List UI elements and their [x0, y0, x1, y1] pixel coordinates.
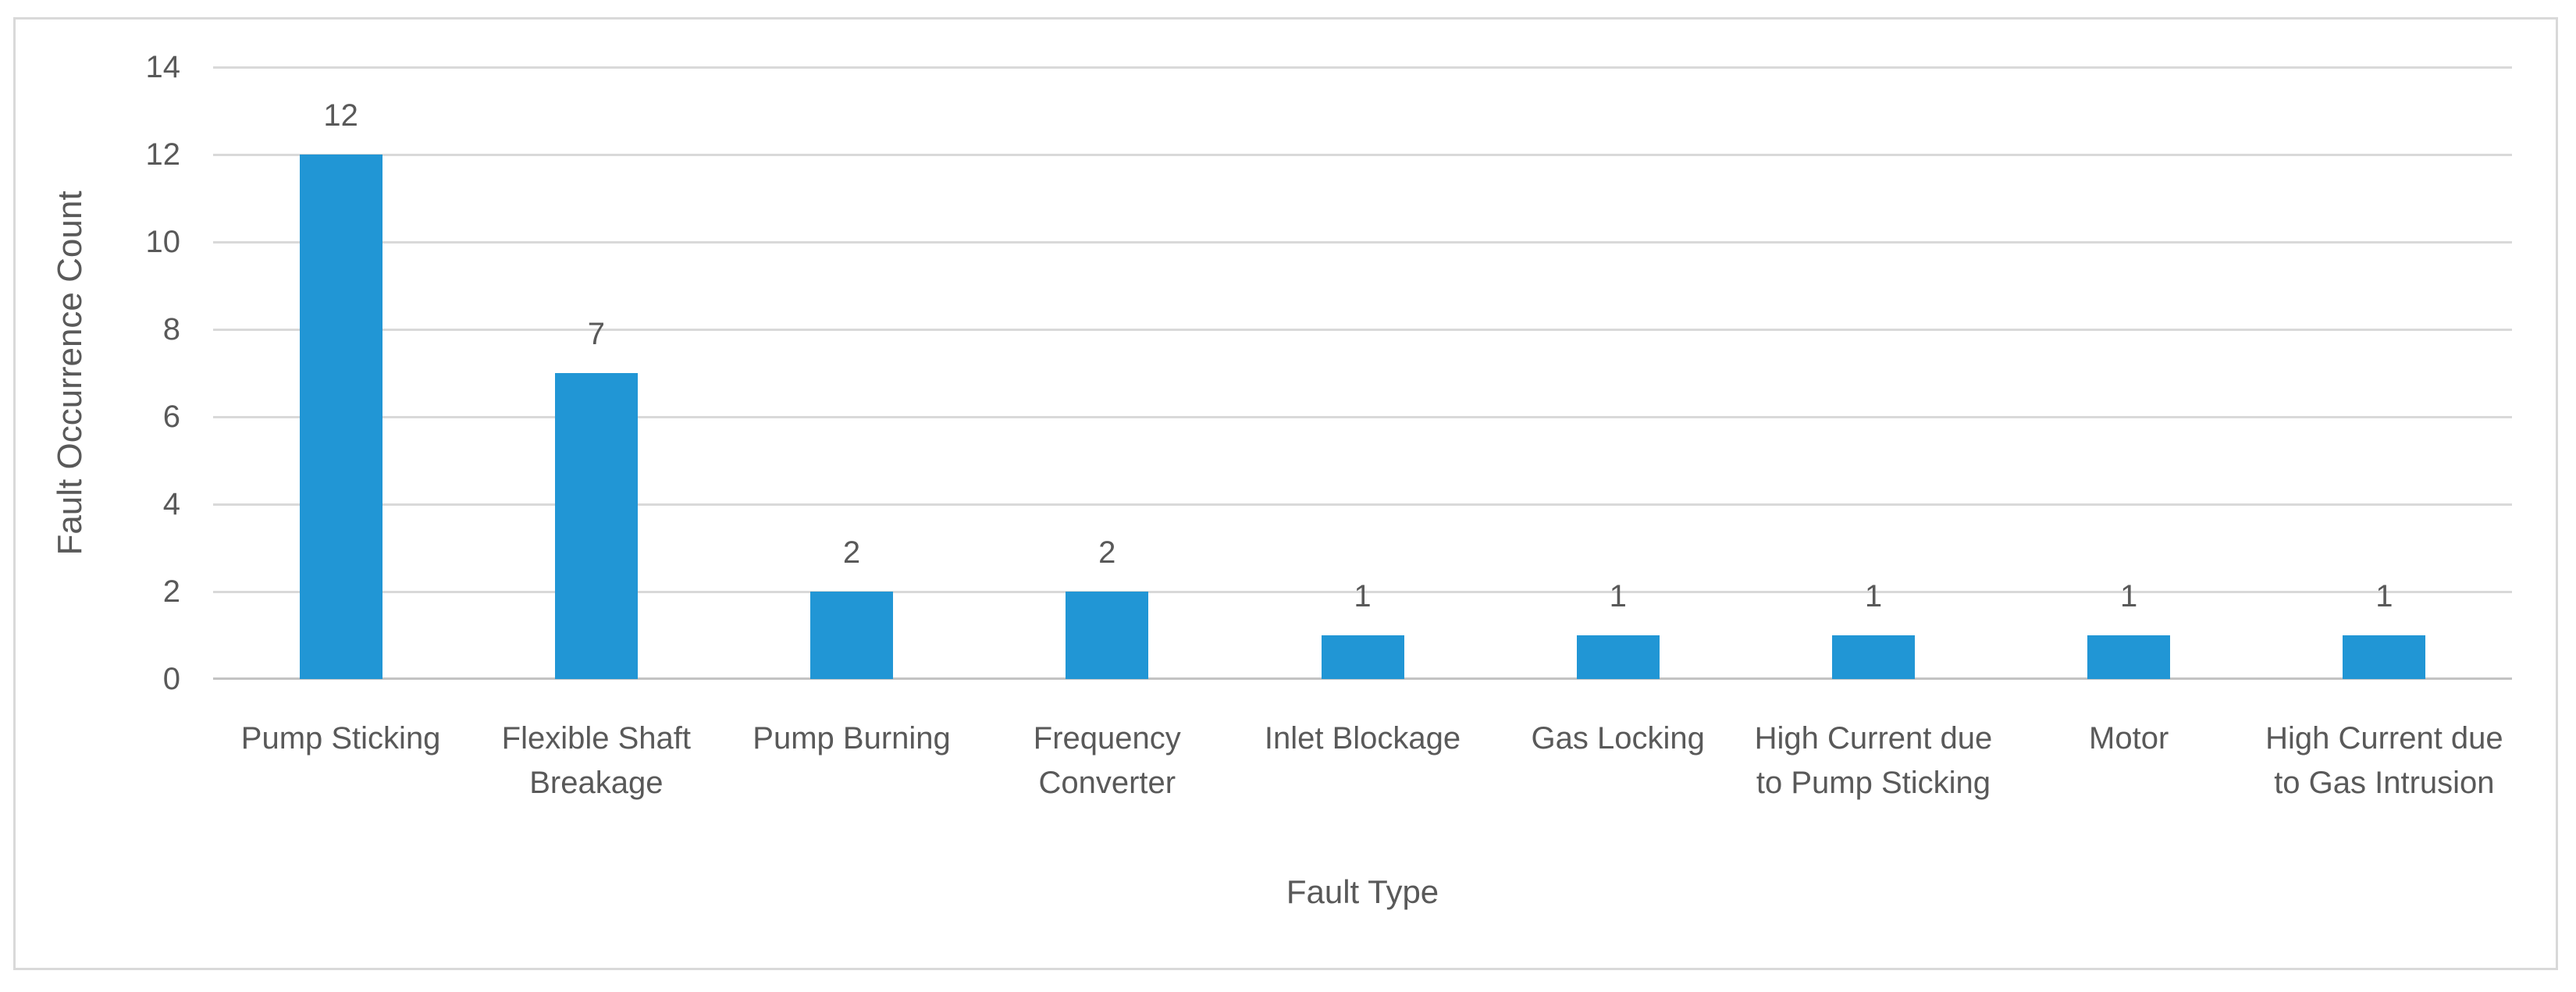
- y-axis-tick-label: 6: [162, 400, 180, 434]
- bar: [1321, 635, 1404, 679]
- bar: [1576, 635, 1660, 679]
- gridline: [213, 329, 2512, 331]
- x-axis-category-label: Frequency Converter: [1033, 721, 1181, 800]
- bar: [1066, 592, 1149, 679]
- bar-data-label: 1: [1609, 579, 1627, 613]
- x-axis-category-label: Flexible Shaft Breakage: [501, 721, 691, 800]
- bar: [2087, 635, 2171, 679]
- x-axis-category-label: Inlet Blockage: [1264, 721, 1461, 756]
- bar: [299, 155, 382, 679]
- gridline: [213, 66, 2512, 69]
- y-axis-tick-label: 14: [145, 50, 181, 84]
- gridline: [213, 416, 2512, 418]
- y-axis-tick-label: 0: [162, 662, 180, 696]
- bar-data-label: 1: [2120, 579, 2138, 613]
- gridline: [213, 154, 2512, 156]
- gridline: [213, 591, 2512, 593]
- y-axis-tick-label: 10: [145, 225, 181, 259]
- bar: [1831, 635, 1915, 679]
- gridline: [213, 241, 2512, 244]
- bar-data-label: 1: [1864, 579, 1883, 613]
- bar: [810, 592, 894, 679]
- bar-data-label: 1: [2375, 579, 2393, 613]
- bar: [554, 373, 638, 679]
- x-axis-category-label: Pump Burning: [753, 721, 951, 756]
- x-axis-category-label: Motor: [2089, 721, 2169, 756]
- x-axis-category-label: High Current due to Pump Sticking: [1754, 721, 1993, 800]
- y-axis-tick-label: 4: [162, 487, 180, 521]
- bar-data-label: 1: [1354, 579, 1372, 613]
- y-axis-tick-label: 12: [145, 137, 181, 172]
- gridline: [213, 503, 2512, 506]
- y-axis-tick-label: 8: [162, 312, 180, 347]
- bar-data-label: 7: [587, 317, 605, 351]
- x-axis-title: Fault Type: [1286, 873, 1439, 910]
- bar-data-label: 2: [842, 535, 861, 570]
- x-axis-category-label: High Current due to Gas Intrusion: [2265, 721, 2503, 800]
- bar: [2343, 635, 2426, 679]
- bar-data-label: 2: [1098, 535, 1116, 570]
- bar-data-label: 12: [323, 98, 358, 133]
- x-axis-category-label: Gas Locking: [1531, 721, 1705, 756]
- x-axis-category-label: Pump Sticking: [240, 721, 441, 756]
- chart-frame: Fault Occurrence Count 0 2 4 6 8 10 12 14 12 Pum…: [13, 17, 2558, 970]
- y-axis-tick-label: 2: [162, 574, 180, 609]
- plot-area: 12 Pump Sticking 7 Flexible Shaft Breakage 2…: [213, 66, 2512, 800]
